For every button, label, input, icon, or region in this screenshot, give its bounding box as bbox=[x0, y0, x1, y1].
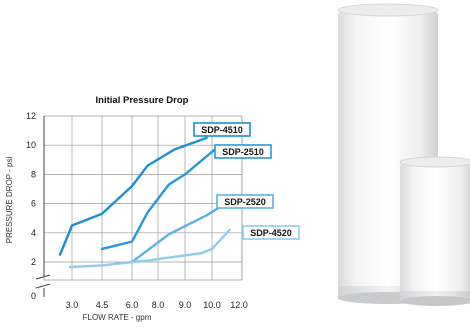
series-label-sdp-2520: SDP-2520 bbox=[216, 194, 274, 209]
x-tick-label: 3.0 bbox=[66, 300, 79, 310]
y-tick-label: 2 bbox=[31, 257, 36, 267]
x-tick-label: 12.0 bbox=[230, 300, 248, 310]
y-axis-title: PRESSURE DROP - psi bbox=[5, 157, 14, 244]
series-label-sdp-4520: SDP-4520 bbox=[242, 225, 300, 240]
series-label-text: SDP-2510 bbox=[222, 147, 264, 157]
series-label-box bbox=[242, 225, 300, 240]
chart-axes: 0 2 4 6 8 10 12 3.0 4.5 6.0 8.0 9.0 10.0 12.0 bbox=[26, 111, 248, 310]
y-tick-label: 6 bbox=[31, 199, 36, 209]
chart-grid bbox=[43, 115, 243, 281]
x-tick-label: 6.0 bbox=[126, 300, 139, 310]
series-label-text: SDP-4510 bbox=[201, 125, 243, 135]
y-tick-label: 0 bbox=[31, 291, 36, 301]
x-tick-label: 4.5 bbox=[96, 300, 109, 310]
series-label-text: SDP-2520 bbox=[224, 197, 266, 207]
x-tick-label: 9.0 bbox=[179, 300, 192, 310]
series-label-box bbox=[193, 122, 251, 137]
y-tick-label: 10 bbox=[26, 140, 36, 150]
series-lines bbox=[58, 136, 231, 269]
axis-break-icon bbox=[35, 274, 51, 289]
series-line-sdp-2510 bbox=[100, 148, 216, 251]
short-cartridge bbox=[399, 156, 470, 306]
chart-title: Initial Pressure Drop bbox=[96, 95, 189, 106]
series-label-sdp-2510: SDP-2510 bbox=[214, 144, 272, 159]
series-callouts: SDP-4510 SDP-2510 SDP-2520 SDP-4520 bbox=[193, 122, 300, 240]
series-line-sdp-4510 bbox=[58, 136, 208, 256]
y-tick-label: 4 bbox=[31, 228, 36, 238]
y-tick-label: 12 bbox=[26, 111, 36, 121]
series-label-sdp-4510: SDP-4510 bbox=[193, 122, 251, 137]
series-label-box bbox=[216, 194, 274, 209]
y-tick-label: 8 bbox=[31, 169, 36, 179]
series-line-sdp-2520 bbox=[114, 202, 227, 265]
filter-cartridges-image bbox=[337, 3, 470, 306]
x-tick-label: 8.0 bbox=[152, 300, 165, 310]
x-tick-label: 10.0 bbox=[203, 300, 221, 310]
series-label-text: SDP-4520 bbox=[250, 228, 292, 238]
x-axis-title: FLOW RATE - gpm bbox=[83, 313, 152, 322]
series-label-box bbox=[214, 144, 272, 159]
series-line-sdp-4520 bbox=[68, 228, 231, 269]
